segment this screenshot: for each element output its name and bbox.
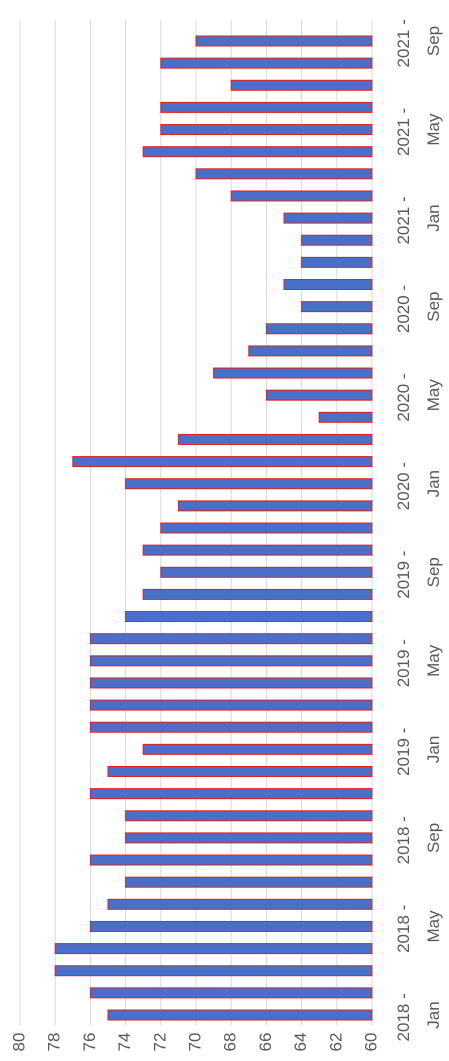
x-tick-label: 2018 - Jan [394,989,443,1042]
x-tick-label: 2020 - May [394,369,443,422]
bar [89,788,373,800]
bar [125,478,373,490]
label-line: Sep [424,26,443,56]
bar [160,522,373,534]
x-tick-label: 2018 - Sep [394,811,443,864]
x-tick-label: 2020 - Jan [394,457,443,510]
y-tick-label: 80 [9,1033,28,1052]
bar [125,876,373,888]
bar [142,743,373,755]
bar [89,699,373,711]
bar [125,832,373,844]
label-line: 2020 - [394,457,413,510]
bar [89,854,373,866]
bar [318,411,373,423]
bar [142,588,373,600]
bar [265,323,373,335]
label-line: Jan [424,736,443,763]
y-tick-label: 64 [291,1033,310,1052]
label-line: 2021 - [394,15,413,68]
bar [142,544,373,556]
bar [72,456,373,468]
bar [54,965,373,977]
bar [230,79,373,91]
x-tick-label: 2021 - Sep [394,15,443,68]
label-line: 2020 - [394,369,413,422]
bar [125,611,373,623]
label-line: Sep [424,823,443,853]
bar [160,57,373,69]
label-line: 2018 - [394,989,413,1042]
bar [177,500,373,512]
bar [301,234,373,246]
y-tick-label: 76 [80,1033,99,1052]
label-line: Jan [424,1001,443,1028]
y-tick-label: 70 [185,1033,204,1052]
x-tick-label: 2019 - May [394,634,443,687]
bar [301,256,373,268]
bar [177,433,373,445]
y-tick-label: 72 [150,1033,169,1052]
bar [107,1009,373,1021]
label-line: Jan [424,204,443,231]
bar [107,898,373,910]
label-line: Sep [424,292,443,322]
bar [89,633,373,645]
label-line: May [424,644,443,677]
bar [89,920,373,932]
label-line: May [424,910,443,943]
x-tick-label: 2021 - Jan [394,192,443,245]
bar [283,279,373,290]
bar [142,146,373,158]
x-tick-label: 2019 - Jan [394,723,443,776]
x-tick-label: 2018 - May [394,900,443,953]
y-tick-label: 78 [45,1033,64,1052]
bar [230,190,373,202]
label-line: May [424,379,443,412]
bar [89,987,373,999]
bar [301,301,373,313]
label-line: 2018 - [394,900,413,953]
bar [283,212,373,224]
label-line: 2019 - [394,546,413,599]
x-tick-label: 2021 - May [394,103,443,156]
bar [160,101,373,113]
label-line: 2019 - [394,723,413,776]
label-line: 2018 - [394,811,413,864]
y-tick-label: 74 [115,1033,134,1052]
bar [195,35,373,47]
bar [248,345,373,357]
bar [54,943,373,955]
y-tick-label: 68 [221,1033,240,1052]
bar [89,655,373,667]
label-line: Jan [424,470,443,497]
label-line: 2021 - [394,192,413,245]
label-line: May [424,113,443,146]
y-tick-label: 60 [361,1033,380,1052]
label-line: 2019 - [394,634,413,687]
bar [89,721,373,733]
bar [265,389,373,401]
y-tick-label: 62 [326,1033,345,1052]
x-tick-label: 2020 - Sep [394,280,443,333]
bar [213,367,373,379]
bar [107,766,373,777]
y-tick-label: 66 [256,1033,275,1052]
bar [89,677,373,689]
x-tick-label: 2019 - Sep [394,546,443,599]
bar [125,810,373,822]
bar [160,566,373,578]
label-line: Sep [424,557,443,587]
label-line: 2020 - [394,280,413,333]
bar [195,168,373,180]
label-line: 2021 - [394,103,413,156]
bar [160,124,373,136]
